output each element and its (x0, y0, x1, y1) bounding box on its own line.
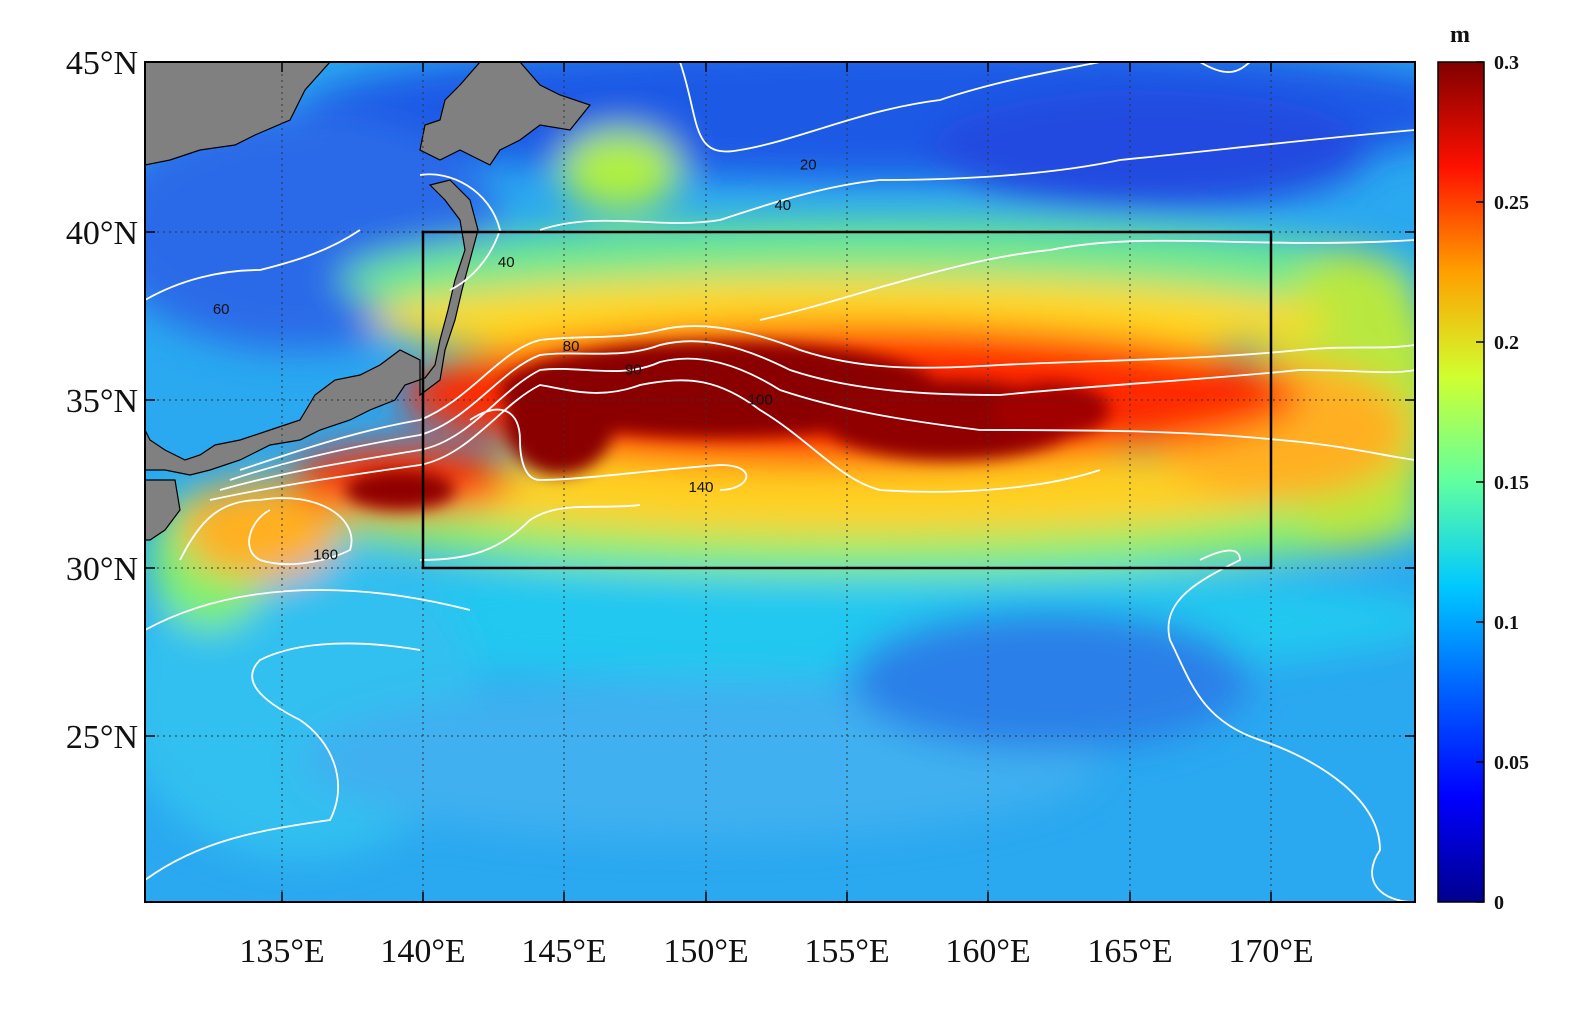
lon-label-140: 140°E (380, 933, 465, 970)
lat-label-35: 35°N (66, 383, 138, 420)
colorbar-tick-label: 0.25 (1494, 192, 1529, 214)
lat-label-40: 40°N (66, 215, 138, 252)
lon-label-150: 150°E (663, 933, 748, 970)
contour-label: 160 (313, 546, 338, 563)
lon-label-170: 170°E (1228, 933, 1313, 970)
contour-label: 140 (688, 479, 713, 496)
colorbar-tick-label: 0.15 (1494, 472, 1529, 494)
lat-label-30: 30°N (66, 551, 138, 588)
colorbar: m 0.3 0.25 0.2 0.15 0.1 0.05 0 (1437, 22, 1529, 914)
latitude-labels: 45°N 40°N 35°N 30°N 25°N (66, 45, 138, 756)
map-frame (144, 61, 1416, 903)
land-japan (145, 62, 592, 541)
lon-label-145: 145°E (521, 933, 606, 970)
ocean-field (145, 62, 1415, 902)
contour-label: 80 (563, 338, 580, 355)
lon-label-135: 135°E (239, 933, 324, 970)
lon-label-165: 165°E (1087, 933, 1172, 970)
lat-label-45: 45°N (66, 45, 138, 82)
colorbar-tick-label: 0.3 (1494, 52, 1519, 74)
colorbar-unit: m (1450, 22, 1470, 48)
contour-lines (145, 62, 1415, 902)
lat-label-25: 25°N (66, 719, 138, 756)
contour-label: 40 (498, 254, 515, 271)
contour-label: 90 (625, 361, 642, 378)
axis-ticks (145, 61, 1415, 902)
contour-label: 100 (748, 392, 773, 409)
colorbar-tick-label: 0.05 (1494, 752, 1529, 774)
analysis-box (421, 230, 1273, 570)
colorbar-tick-label: 0.2 (1494, 332, 1519, 354)
contour-label: 60 (213, 301, 230, 318)
contour-label: 40 (774, 197, 791, 214)
lon-label-160: 160°E (945, 933, 1030, 970)
colorbar-ticks: 0.3 0.25 0.2 0.15 0.1 0.05 0 (1476, 52, 1529, 914)
lon-label-155: 155°E (804, 933, 889, 970)
contour-labels: 20 40 40 60 80 90 100 140 160 (213, 157, 817, 564)
longitude-labels: 135°E 140°E 145°E 150°E 155°E 160°E 165°… (239, 933, 1313, 970)
colorbar-tick-label: 0.1 (1494, 612, 1519, 634)
colorbar-tick-label: 0 (1494, 892, 1504, 914)
contour-label: 20 (800, 157, 817, 174)
